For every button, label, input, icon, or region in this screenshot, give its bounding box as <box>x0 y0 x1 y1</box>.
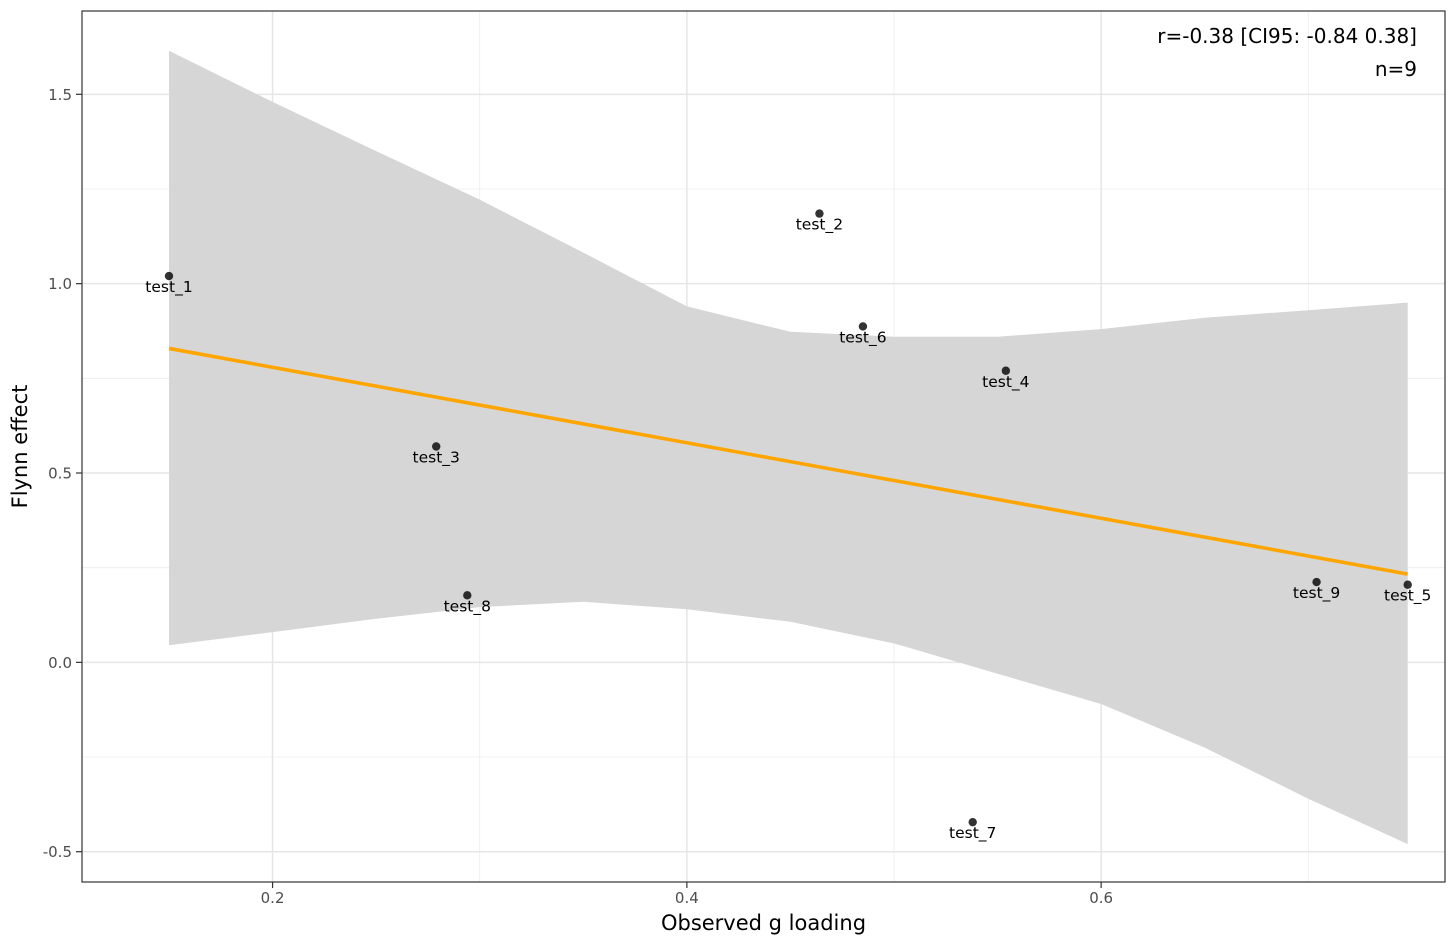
data-point-test_3 <box>432 442 441 451</box>
data-label-test_8: test_8 <box>444 597 491 616</box>
sample-size-annotation: n=9 <box>1375 57 1417 81</box>
data-point-test_6 <box>858 322 868 331</box>
data-point-labels: test_1 test_2 test_3 test_4 test_5 test_6test… <box>145 216 1431 844</box>
x-tick-label: 0.6 <box>1089 889 1113 907</box>
y-tick-label: 1.0 <box>48 275 72 293</box>
y-tick-label: 0.0 <box>48 654 72 672</box>
data-label-test_4: test_4 <box>982 373 1029 392</box>
data-point-test_2 <box>815 209 824 218</box>
y-tick-label: 1.5 <box>48 86 72 104</box>
x-axis-ticks: 0.2 0.4 0.6 <box>261 882 1113 907</box>
data-point-test_5 <box>1403 580 1412 589</box>
data-point-test_8 <box>463 591 472 600</box>
correlation-annotation: r=-0.38 [CI95: -0.84 0.38] <box>1157 24 1417 48</box>
data-point-test_1 <box>164 271 174 281</box>
x-tick-label: 0.2 <box>261 889 285 907</box>
data-label-test_1: test_1 <box>145 278 192 297</box>
y-tick-label: -0.5 <box>43 843 72 861</box>
data-label-test_5: test_5 <box>1384 587 1431 606</box>
data-point-test_9 <box>1312 577 1321 587</box>
data-label-test_9: test_9 <box>1293 584 1340 603</box>
y-axis-ticks: -0.5 0.0 0.5 1.0 1.5 <box>43 86 82 861</box>
data-points <box>164 209 1412 827</box>
y-axis-title: Flynn effect <box>8 385 32 509</box>
data-label-test_3: test_3 <box>413 449 460 468</box>
y-tick-label: 0.5 <box>48 465 72 483</box>
data-label-test_7: test_7 <box>949 824 996 843</box>
confidence-band <box>169 50 1408 845</box>
panel-border <box>81 10 1446 883</box>
regression-line <box>168 346 1409 576</box>
data-label-test_2: test_2 <box>796 216 843 235</box>
x-axis-title: Observed g loading <box>661 911 866 935</box>
data-label-test_6: test_6 <box>839 328 886 347</box>
x-tick-label: 0.4 <box>675 889 699 907</box>
data-point-test_4 <box>1001 366 1011 375</box>
data-point-test_7 <box>968 817 977 827</box>
